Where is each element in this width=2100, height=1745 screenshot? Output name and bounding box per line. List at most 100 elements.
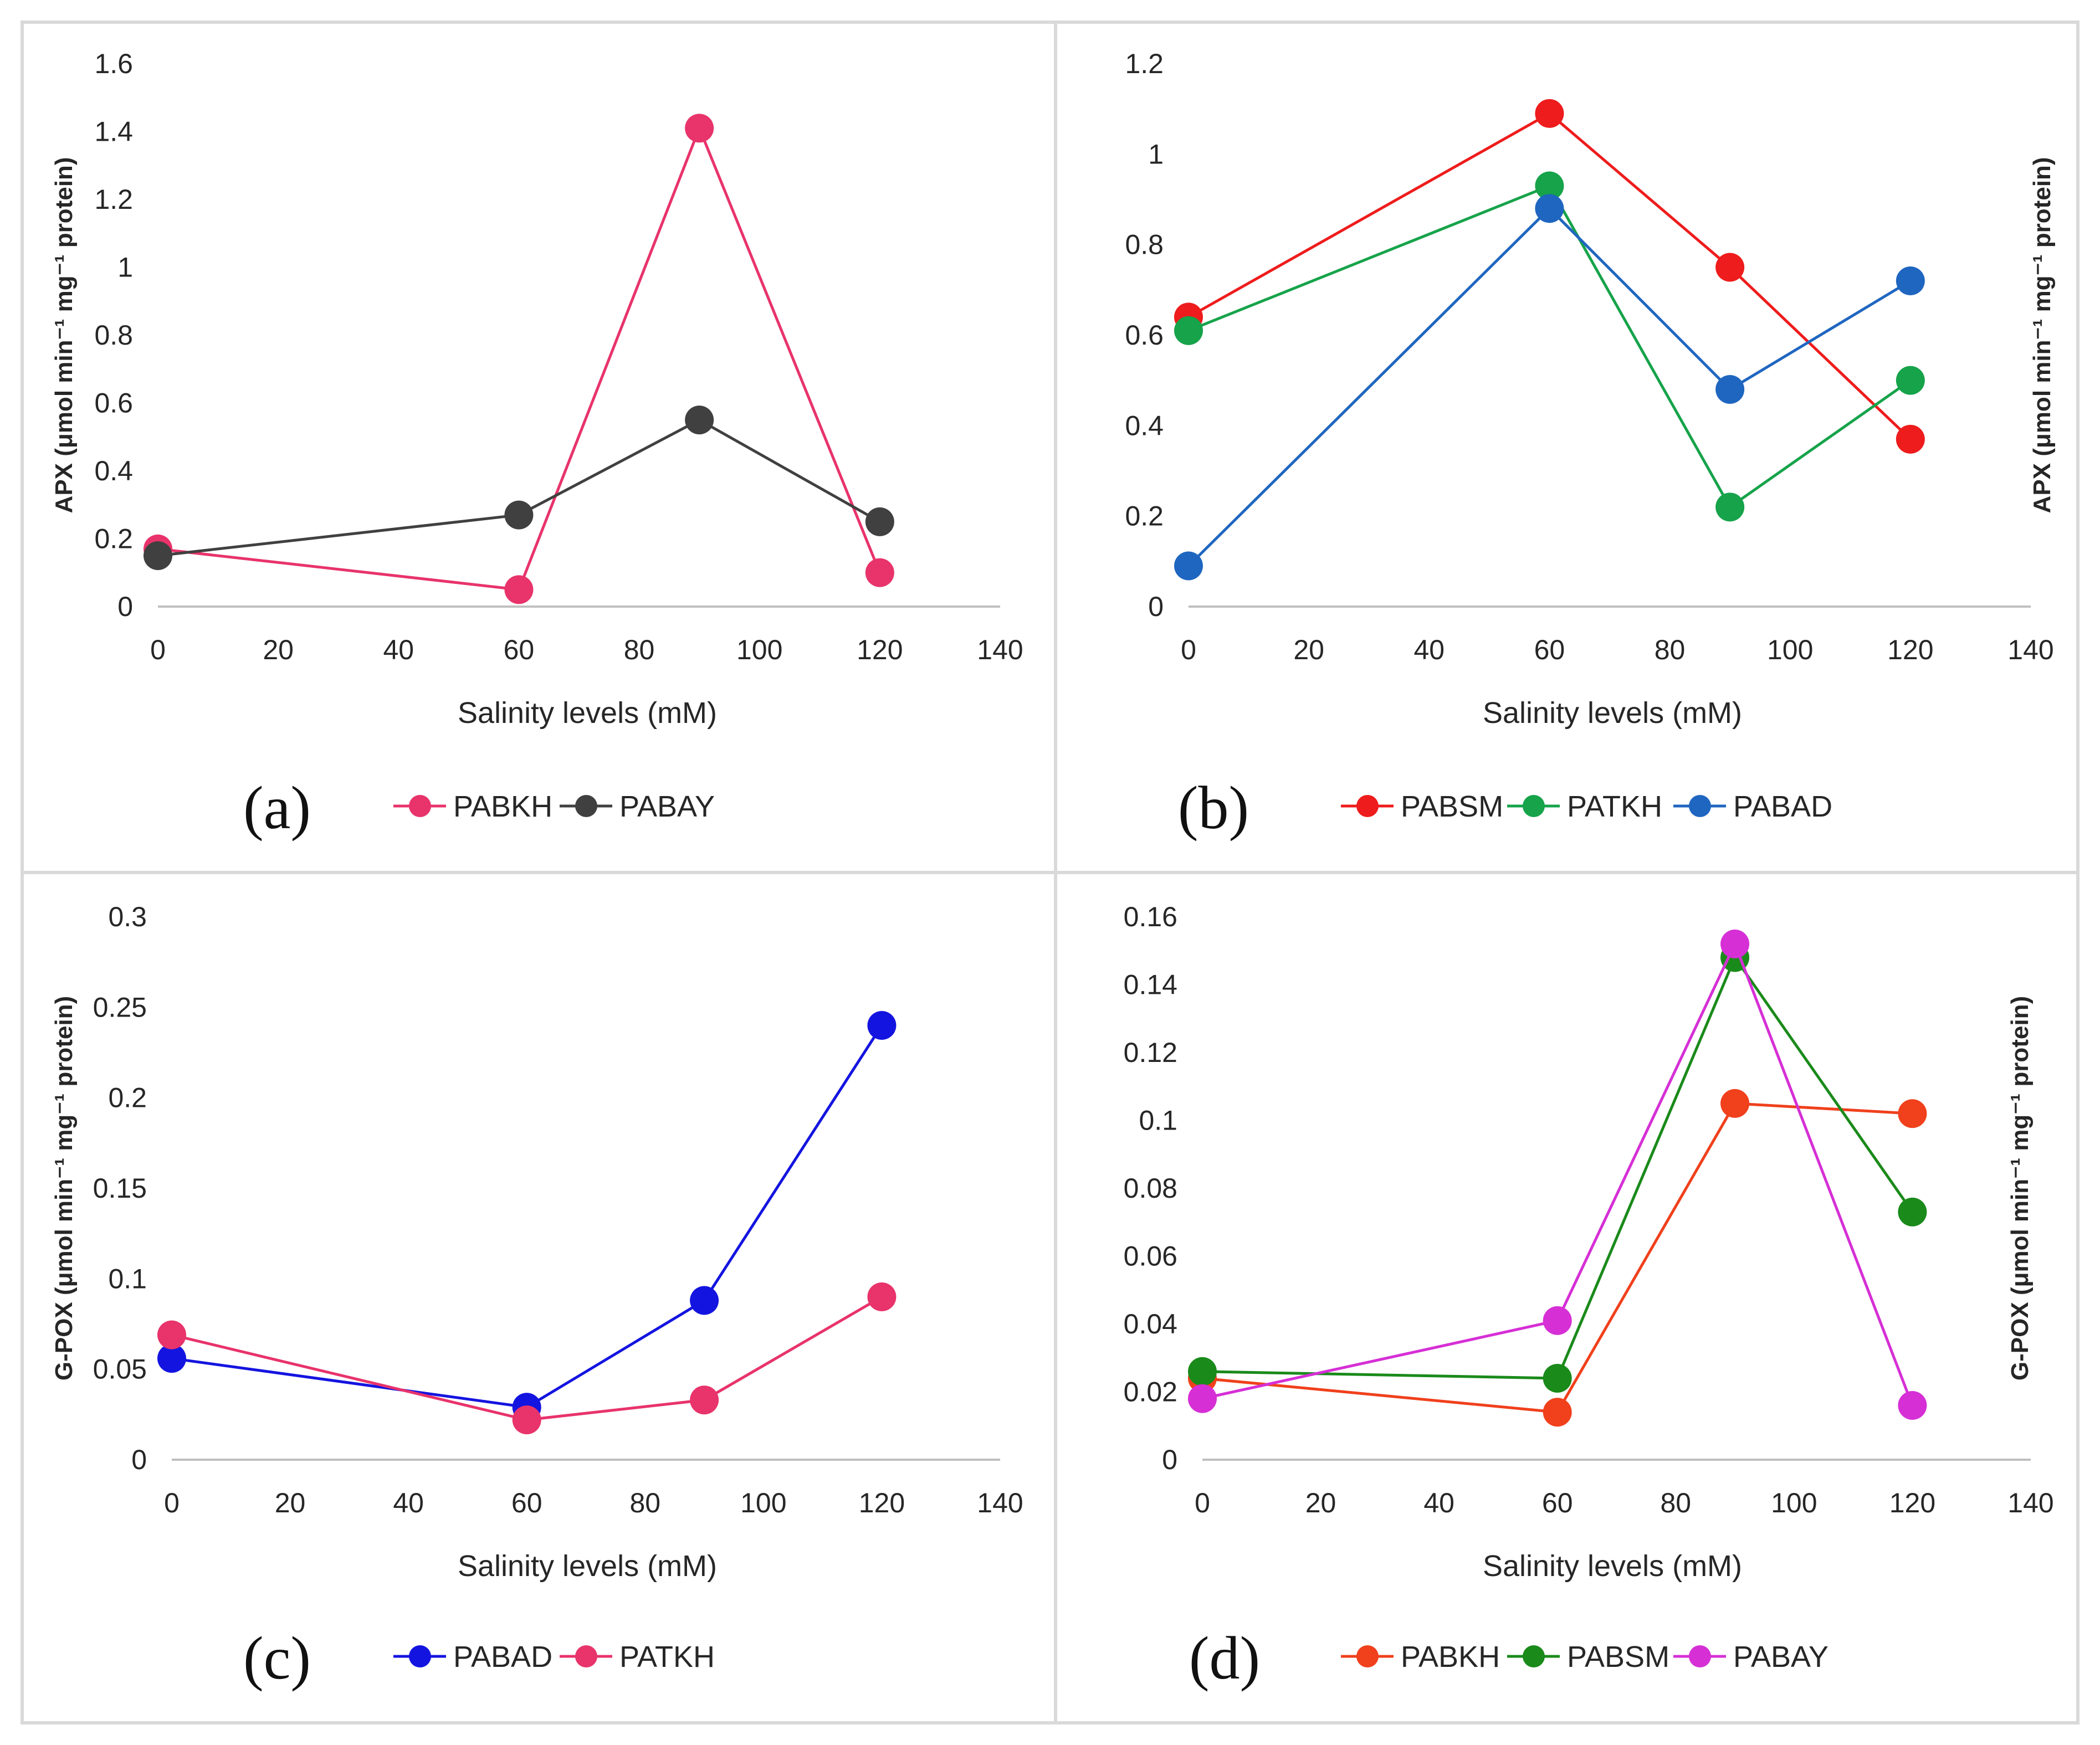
series-line-pabay [157,418,881,557]
data-point-pabkh [1898,1099,1927,1128]
y-tick-label: 0.16 [1124,901,1177,932]
x-axis-title: Salinity levels (mM) [1483,696,1742,730]
series-line-pabad [171,1024,883,1409]
x-tick-label: 0 [1195,1487,1210,1518]
x-axis-title: Salinity levels (mM) [458,1549,717,1583]
data-point-pabsm [1535,99,1564,128]
data-point-pabsm [1896,424,1925,454]
series-line-pabkh [157,124,882,592]
x-tick-label: 140 [977,1487,1023,1518]
series-line-pabkh [1202,1102,1913,1414]
x-tick-label: 20 [1293,634,1324,665]
legend-marker [1356,795,1379,817]
y-tick-label: 1.4 [94,116,133,147]
panel-b: 0 20 40 60 80 100 120 140 0 0.2 0.4 0.6 0.8 1 1.2 Salin… [1054,20,2079,874]
data-point-pabkh [504,575,534,604]
data-point-pabay [685,406,714,435]
legend: PABKH PABAY [393,790,715,823]
data-point-pabad [867,1011,897,1040]
y-tick-label: 1 [1148,138,1164,170]
x-tick-label: 80 [1655,634,1686,665]
series-line-patkh [171,1295,883,1421]
x-tick-label: 120 [1889,1487,1935,1518]
data-point-pabay [144,541,172,571]
y-tick-label: 0.12 [1124,1037,1177,1068]
x-tick-label: 100 [1767,634,1813,665]
data-point-pabkh [685,114,714,143]
y-tick-label: 0.04 [1124,1308,1177,1339]
y-tick-label: 1 [117,252,133,283]
panel-a: 0 20 40 60 80 100 120 140 0 0.2 0.4 0.6 0.8 1 1.2 1.4 1.… [21,20,1057,874]
series-line-pabad [1187,206,1912,567]
x-tick-label: 60 [1542,1487,1573,1518]
x-tick-label: 120 [857,634,903,665]
y-tick-label: 0.8 [94,320,133,351]
x-tick-label: 60 [1534,634,1565,665]
y-tick-label: 0.05 [93,1354,147,1385]
data-point-pabad [1535,194,1564,223]
panel-label: (a) [243,774,311,841]
data-point-pabsm [1898,1197,1927,1226]
y-tick-label: 0.8 [1125,229,1164,260]
x-tick-label: 40 [1423,1487,1454,1518]
y-axis-title: G-POX (μmol min⁻¹ mg⁻¹ protein) [2006,996,2034,1380]
y-tick-label: 0.14 [1124,969,1177,1000]
data-point-pabkh [865,558,894,587]
data-point-pabad [1174,551,1203,581]
data-point-pabay [504,500,534,530]
x-tick-label: 20 [263,634,294,665]
data-point-pabad [157,1344,186,1373]
legend-label: PABKH [1401,1640,1500,1674]
x-tick-label: 40 [393,1487,424,1518]
series-line-pabsm [1202,954,1914,1380]
panel-frame [1054,20,2079,874]
legend: PABKH PABSM PABAY [1341,1640,1828,1674]
legend-label: PATKH [619,1640,715,1674]
panel-label: (d) [1189,1624,1260,1692]
y-tick-label: 0.25 [93,992,147,1023]
y-tick-label: 1.2 [94,184,133,215]
y-axis-title: APX (μmol min⁻¹ mg⁻¹ protein) [2029,157,2056,514]
data-point-pabkh [1543,1398,1572,1427]
legend-marker [1523,1645,1545,1667]
data-point-pabsm [1715,253,1745,282]
y-tick-label: 0.3 [108,901,147,932]
x-tick-label: 120 [859,1487,905,1518]
panel-frame [21,871,1057,1725]
panel-label: (b) [1178,774,1249,841]
x-tick-label: 140 [2007,634,2053,665]
y-tick-label: 0.06 [1124,1241,1177,1272]
x-tick-label: 0 [1181,634,1196,665]
data-point-pabsm [1188,1357,1217,1386]
legend-label: PABSM [1401,790,1503,823]
x-axis-title: Salinity levels (mM) [458,696,717,730]
x-tick-label: 0 [150,634,166,665]
y-tick-label: 0.4 [94,455,133,486]
x-tick-label: 80 [629,1487,660,1518]
legend-label: PABAY [619,790,715,823]
data-point-pabad [1715,375,1745,404]
x-axis-title: Salinity levels (mM) [1483,1549,1742,1583]
y-tick-label: 0.02 [1124,1377,1177,1408]
y-tick-label: 0 [1148,591,1164,622]
x-tick-label: 80 [624,634,655,665]
y-tick-label: 0.6 [94,388,133,419]
x-tick-label: 60 [511,1487,542,1518]
y-tick-label: 0 [1162,1444,1177,1475]
panel-frame [21,20,1057,874]
legend-label: PABKH [453,790,552,823]
y-tick-label: 0.08 [1124,1173,1177,1204]
y-tick-label: 0.2 [108,1082,147,1113]
data-point-pabad [690,1286,719,1315]
legend-marker [1689,1645,1711,1667]
y-tick-label: 0.15 [93,1173,147,1204]
legend-marker [1523,795,1545,817]
data-point-pabsm [1543,1364,1572,1393]
legend-label: PABAD [1733,790,1832,823]
data-point-patkh [157,1320,186,1349]
y-tick-label: 0.6 [1125,320,1164,351]
x-tick-label: 40 [1413,634,1445,665]
x-tick-label: 60 [504,634,535,665]
panel-d: 0 20 40 60 80 100 120 140 0 0.02 0.04 0.06 0.08 0.1 0.… [1054,871,2079,1725]
